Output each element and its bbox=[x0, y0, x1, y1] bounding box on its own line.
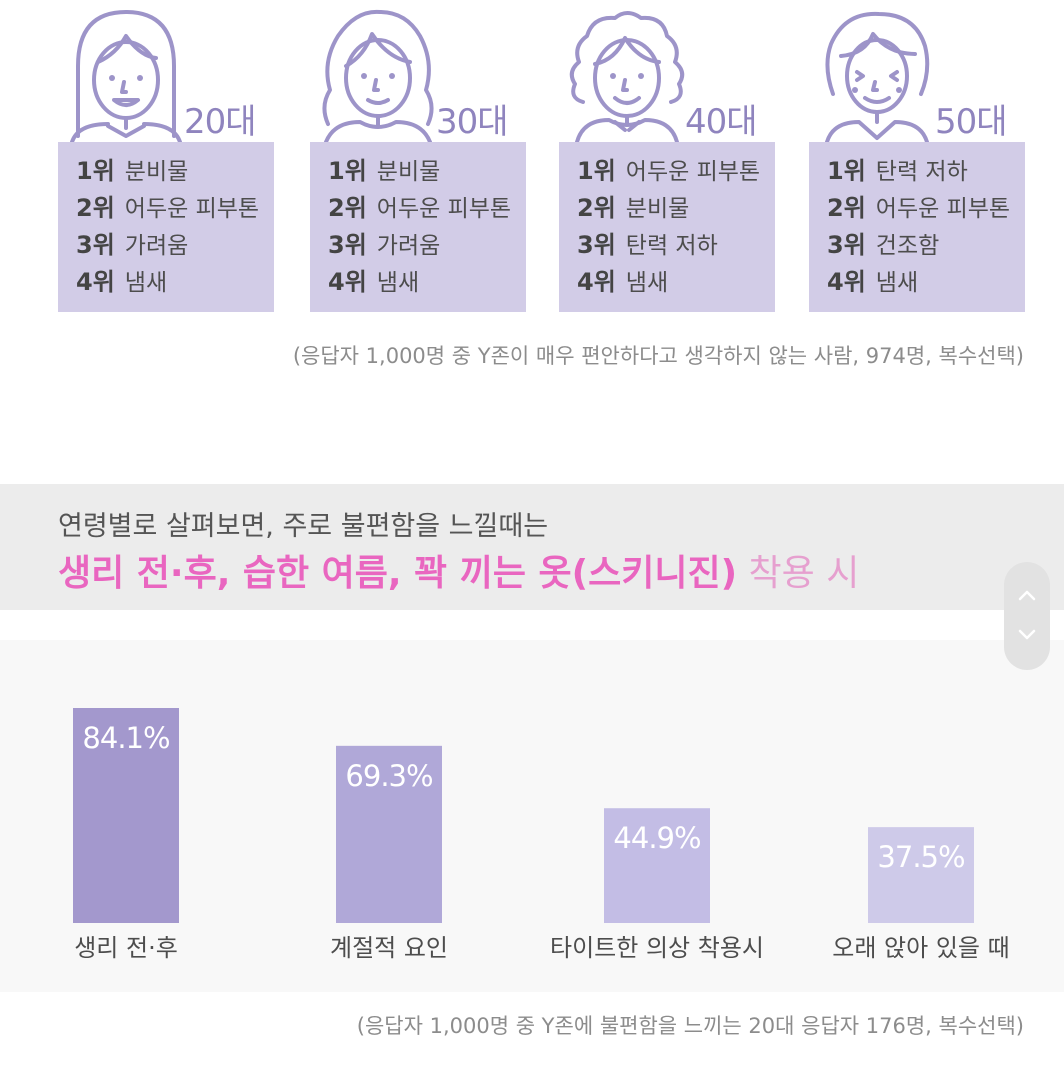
rank-item: 분비물 bbox=[376, 159, 441, 185]
rank-number: 2위 bbox=[76, 194, 115, 222]
rank-list: 1위 어두운 피부톤 2위 분비물 3위 탄력 저하 4위 냄새 bbox=[559, 142, 775, 312]
rank-row: 1위 분비물 bbox=[328, 156, 526, 193]
age-card-30s: 30대 1위 분비물 2위 어두운 피부톤 3위 가려움 4위 냄새 bbox=[310, 0, 542, 318]
age-card-40s: 40대 1위 어두운 피부톤 2위 분비물 3위 탄력 저하 4위 냄새 bbox=[559, 0, 791, 318]
rank-row: 2위 어두운 피부톤 bbox=[76, 193, 274, 230]
rank-item: 분비물 bbox=[625, 196, 690, 222]
age-card-50s: 50대 1위 탄력 저하 2위 어두운 피부톤 3위 건조함 4위 냄새 bbox=[809, 0, 1041, 318]
rank-number: 1위 bbox=[827, 157, 866, 185]
category-label: 계절적 요인 bbox=[330, 934, 448, 962]
rank-row: 1위 분비물 bbox=[76, 156, 274, 193]
rank-list: 1위 탄력 저하 2위 어두운 피부톤 3위 건조함 4위 냄새 bbox=[809, 142, 1025, 312]
rank-item: 어두운 피부톤 bbox=[376, 196, 512, 222]
rank-number: 3위 bbox=[76, 231, 115, 259]
survey-note-top: (응답자 1,000명 중 Y존이 매우 편안하다고 생각하지 않는 사람, 9… bbox=[292, 344, 1024, 368]
rank-item: 냄새 bbox=[875, 270, 919, 296]
rank-row: 2위 어두운 피부톤 bbox=[328, 193, 526, 230]
rank-item: 냄새 bbox=[376, 270, 420, 296]
summary-banner: 연령별로 살펴보면, 주로 불편함을 느낄때는 생리 전·후, 습한 여름, 꽉… bbox=[0, 484, 1064, 610]
rank-row: 4위 냄새 bbox=[328, 267, 526, 304]
age-card-20s: 20대 1위 분비물 2위 어두운 피부톤 3위 가려움 4위 냄새 bbox=[58, 0, 290, 318]
age-label: 30대 bbox=[436, 102, 509, 142]
bar bbox=[73, 708, 179, 923]
age-label: 20대 bbox=[184, 102, 257, 142]
rank-number: 2위 bbox=[328, 194, 367, 222]
rank-number: 4위 bbox=[827, 268, 866, 296]
bar-value-label: 37.5% bbox=[877, 840, 964, 874]
rank-number: 2위 bbox=[577, 194, 616, 222]
rank-item: 건조함 bbox=[875, 233, 940, 259]
rank-number: 2위 bbox=[827, 194, 866, 222]
bar-chart-svg: 84.1% 생리 전·후 69.3% 계절적 요인 44.9% 타이트한 의상 착용시 37… bbox=[73, 708, 1010, 962]
rank-number: 4위 bbox=[76, 268, 115, 296]
rank-list: 1위 분비물 2위 어두운 피부톤 3위 가려움 4위 냄새 bbox=[310, 142, 526, 312]
rank-item: 어두운 피부톤 bbox=[625, 159, 761, 185]
rank-row: 3위 가려움 bbox=[76, 230, 274, 267]
age-label: 50대 bbox=[935, 102, 1008, 142]
bar bbox=[604, 808, 710, 923]
rank-item: 가려움 bbox=[124, 233, 189, 259]
scroll-down-button[interactable] bbox=[1017, 624, 1037, 644]
rank-number: 3위 bbox=[577, 231, 616, 259]
category-label: 생리 전·후 bbox=[74, 934, 178, 962]
rank-row: 3위 가려움 bbox=[328, 230, 526, 267]
scroll-control bbox=[1004, 562, 1050, 670]
rank-row: 3위 건조함 bbox=[827, 230, 1025, 267]
rank-item: 탄력 저하 bbox=[625, 233, 718, 259]
bar-value-label: 84.1% bbox=[82, 721, 169, 755]
survey-note-bottom: (응답자 1,000명 중 Y존에 불편함을 느끼는 20대 응답자 176명,… bbox=[356, 1014, 1024, 1038]
rank-row: 4위 냄새 bbox=[76, 267, 274, 304]
bar-value-label: 69.3% bbox=[345, 759, 432, 793]
rank-item: 분비물 bbox=[124, 159, 189, 185]
rank-number: 4위 bbox=[577, 268, 616, 296]
rank-list: 1위 분비물 2위 어두운 피부톤 3위 가려움 4위 냄새 bbox=[58, 142, 274, 312]
rank-item: 냄새 bbox=[124, 270, 168, 296]
category-label: 오래 앉아 있을 때 bbox=[832, 934, 1009, 962]
age-label: 40대 bbox=[685, 102, 758, 142]
bar-value-label: 44.9% bbox=[613, 821, 700, 855]
rank-item: 어두운 피부톤 bbox=[124, 196, 260, 222]
rank-row: 2위 분비물 bbox=[577, 193, 775, 230]
rank-row: 4위 냄새 bbox=[577, 267, 775, 304]
rank-number: 3위 bbox=[328, 231, 367, 259]
woman-avatar-30s-icon bbox=[322, 9, 434, 142]
category-label: 타이트한 의상 착용시 bbox=[550, 934, 764, 962]
bar bbox=[336, 745, 442, 923]
rank-item: 가려움 bbox=[376, 233, 441, 259]
scroll-up-button[interactable] bbox=[1017, 586, 1037, 606]
rank-item: 어두운 피부톤 bbox=[875, 196, 1011, 222]
rank-number: 1위 bbox=[328, 157, 367, 185]
banner-headline: 생리 전·후, 습한 여름, 꽉 끼는 옷(스키니진) 착용 시 bbox=[58, 544, 859, 596]
rank-number: 1위 bbox=[577, 157, 616, 185]
banner-highlight: 생리 전·후, 습한 여름, 꽉 끼는 옷(스키니진) bbox=[58, 553, 738, 594]
banner-headline-rest: 착용 시 bbox=[737, 553, 860, 594]
bar bbox=[868, 827, 974, 923]
rank-row: 1위 어두운 피부톤 bbox=[577, 156, 775, 193]
rank-item: 냄새 bbox=[625, 270, 669, 296]
rank-row: 3위 탄력 저하 bbox=[577, 230, 775, 267]
woman-avatar-20s-icon bbox=[70, 10, 182, 142]
woman-avatar-50s-icon bbox=[825, 11, 930, 142]
rank-number: 3위 bbox=[827, 231, 866, 259]
rank-row: 1위 탄력 저하 bbox=[827, 156, 1025, 193]
woman-avatar-40s-icon bbox=[569, 11, 685, 142]
rank-number: 4위 bbox=[328, 268, 367, 296]
bar-chart: 84.1% 생리 전·후 69.3% 계절적 요인 44.9% 타이트한 의상 착용시 37… bbox=[0, 640, 1064, 992]
rank-row: 4위 냄새 bbox=[827, 267, 1025, 304]
rank-row: 2위 어두운 피부톤 bbox=[827, 193, 1025, 230]
rank-number: 1위 bbox=[76, 157, 115, 185]
banner-subtitle: 연령별로 살펴보면, 주로 불편함을 느낄때는 bbox=[58, 511, 549, 542]
rank-item: 탄력 저하 bbox=[875, 159, 968, 185]
